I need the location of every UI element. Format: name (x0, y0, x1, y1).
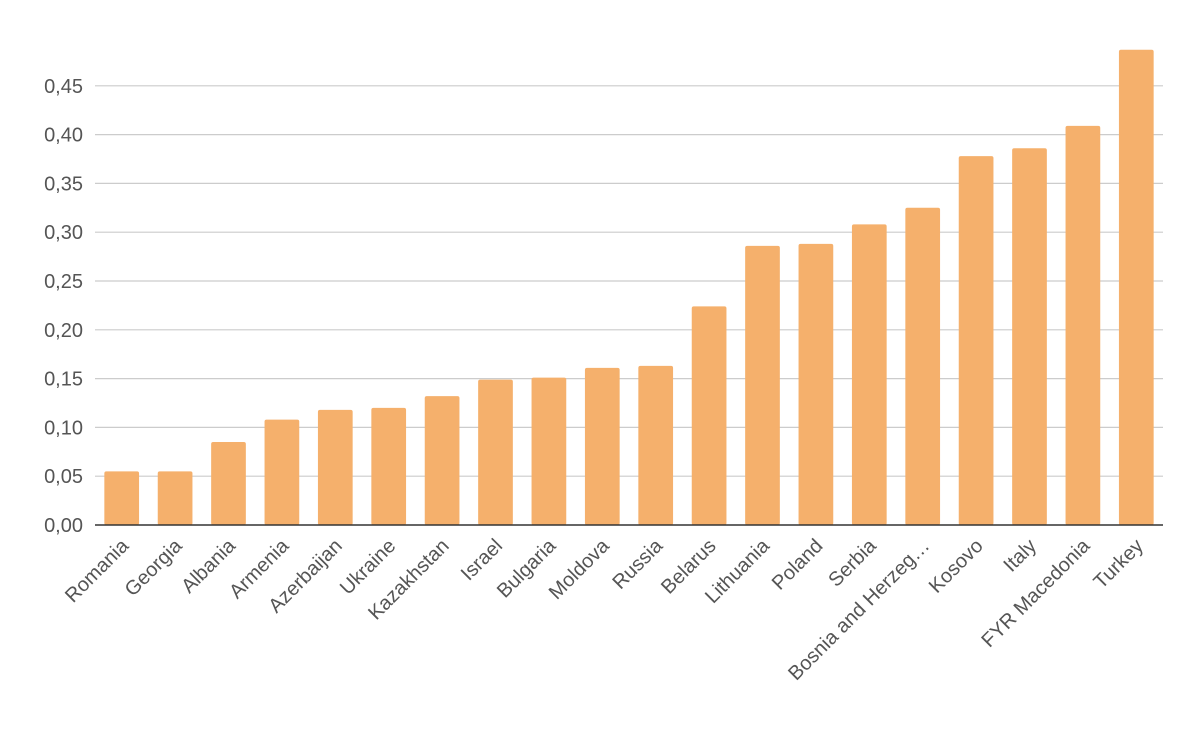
bar-bulgaria (531, 377, 567, 525)
x-tick-label: Kosovo (925, 535, 988, 598)
bar-belarus (691, 306, 727, 525)
bars (104, 49, 1154, 526)
x-tick-label: Turkey (1090, 535, 1148, 593)
bar-bosnia-and-herzeg (905, 207, 941, 526)
x-axis-ticks: RomaniaGeorgiaAlbaniaArmeniaAzerbaijanUk… (61, 534, 1148, 685)
x-tick-label: Italy (1000, 535, 1041, 576)
gridlines (95, 85, 1163, 477)
y-tick-label: 0,10 (44, 417, 83, 439)
x-tick-label: Poland (768, 535, 828, 595)
bar-moldova (584, 367, 620, 525)
bar-israel (478, 379, 513, 525)
bar-turkey (1118, 49, 1154, 526)
bar-georgia (157, 471, 193, 525)
bar-italy (1012, 148, 1047, 525)
y-tick-label: 0,45 (44, 76, 83, 98)
bar-albania (211, 442, 246, 525)
bar-kosovo (958, 156, 994, 525)
bar-armenia (264, 419, 300, 525)
bar-kazakhstan (424, 396, 460, 525)
x-tick-label: Moldova (545, 534, 615, 604)
y-tick-label: 0,25 (44, 271, 83, 293)
x-tick-label: Israel (457, 535, 507, 585)
x-tick-label: Georgia (121, 534, 187, 600)
y-tick-label: 0,05 (44, 466, 83, 488)
bar-romania (104, 471, 140, 525)
x-tick-label: Romania (61, 534, 134, 607)
bar-lithuania (745, 245, 780, 525)
bar-serbia (851, 224, 887, 525)
y-tick-label: 0,40 (44, 125, 83, 147)
bar-ukraine (371, 407, 407, 525)
bar-azerbaijan (317, 409, 353, 525)
bar-russia (638, 365, 674, 525)
y-tick-label: 0,35 (44, 173, 83, 195)
y-tick-label: 0,20 (44, 320, 83, 342)
y-axis-ticks: 0,00 0,05 0,10 0,15 0,20 0,25 0,30 0,35 0,40 0,45 (44, 76, 83, 537)
y-tick-label: 0,30 (44, 222, 83, 244)
bar-poland (798, 243, 834, 526)
bar-fyr-macedonia (1065, 125, 1101, 525)
y-tick-label: 0,15 (44, 369, 83, 391)
y-tick-label: 0,00 (44, 515, 83, 537)
